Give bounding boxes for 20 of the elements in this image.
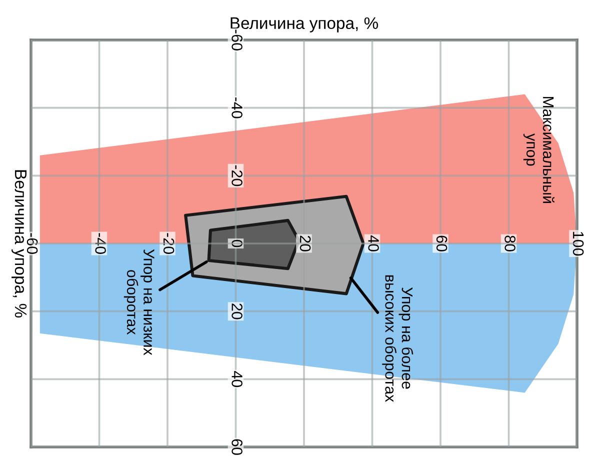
y-tick-label: 40 (232, 371, 242, 388)
x-tick-label: 20 (300, 236, 311, 252)
y-tick-label: -60 (232, 30, 242, 50)
y-axis-title: Величина упора, % (12, 170, 27, 318)
x-tick-label: 100 (572, 232, 584, 256)
y-tick-label: -40 (232, 97, 242, 118)
y-tick-label: 60 (232, 439, 242, 455)
x-tick-label: 40 (368, 235, 379, 252)
y-tick-label: -20 (232, 165, 242, 186)
annotation: Упор на низких оборотах (124, 249, 154, 356)
x-tick-label: -20 (163, 233, 174, 254)
x-axis-title: Величина упора, % (230, 17, 378, 32)
x-tick-label: 60 (436, 236, 448, 252)
y-tick-label: 20 (232, 304, 242, 320)
annotation: Максимальный упор (523, 97, 554, 203)
x-tick-label: -40 (95, 233, 106, 254)
x-tick-label: 80 (504, 236, 516, 252)
annotation: Упор на более высоких оборотах (382, 275, 414, 402)
x-tick-label: 0 (232, 240, 242, 248)
x-tick-label: -60 (26, 233, 38, 254)
